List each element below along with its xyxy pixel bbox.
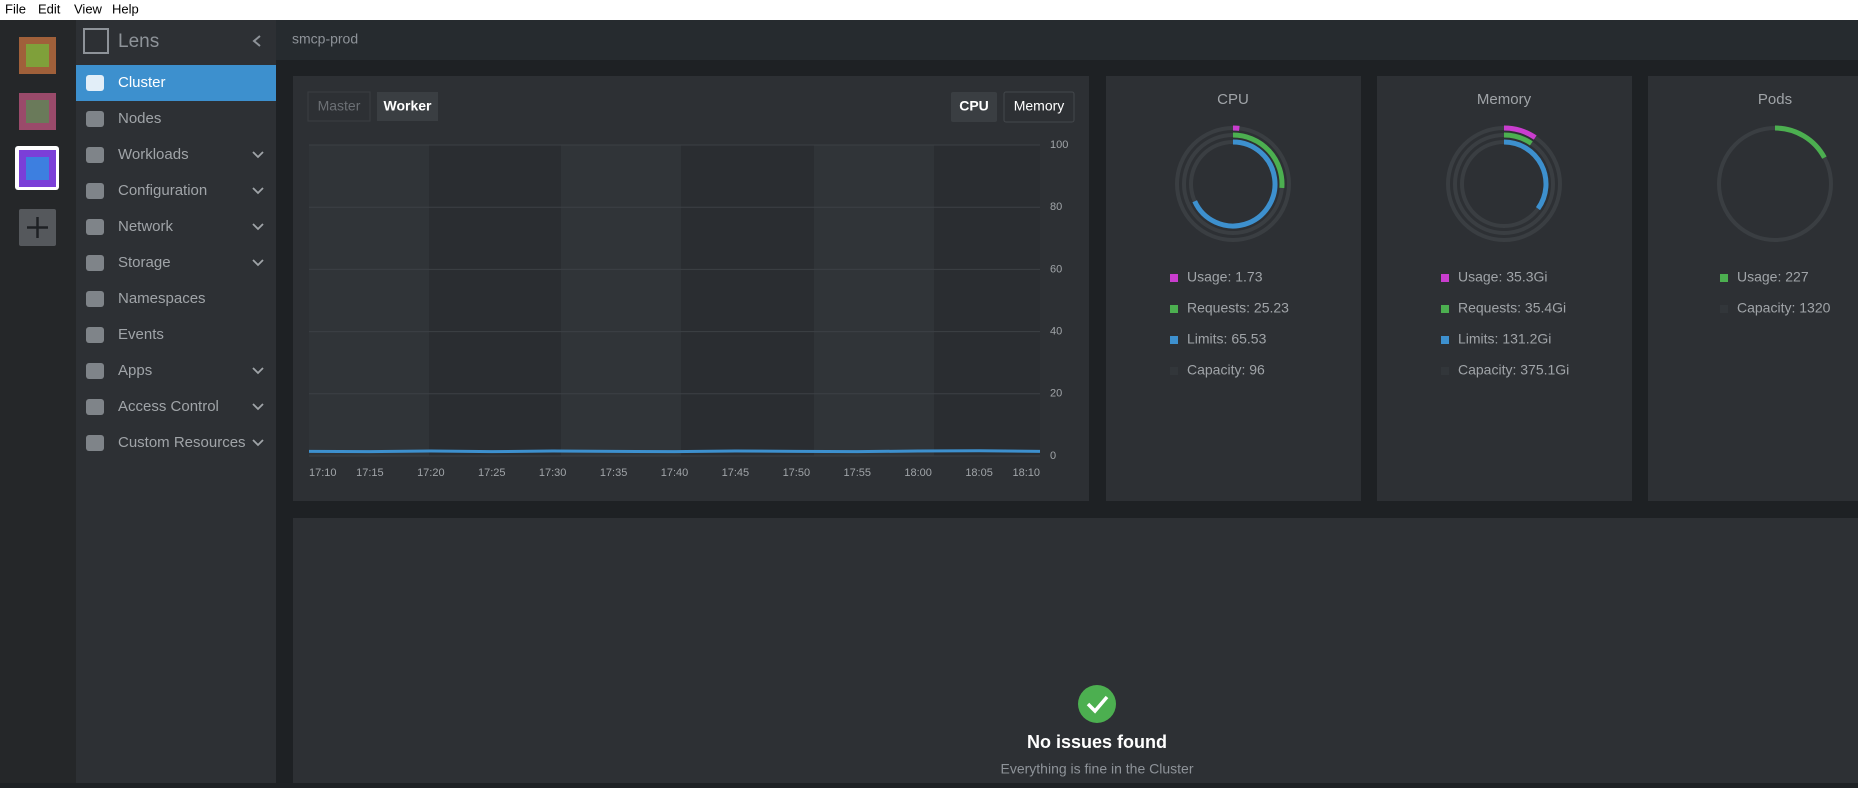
legend-swatch — [1170, 305, 1178, 313]
time-band — [814, 145, 934, 456]
time-band — [561, 145, 681, 456]
x-tick-label: 17:50 — [783, 467, 811, 479]
cluster-bar — [0, 20, 76, 783]
y-tick-label: 60 — [1050, 263, 1062, 275]
sidebar-item[interactable]: Network — [118, 218, 174, 235]
menu-item[interactable]: Help — [112, 1, 139, 16]
status-title: No issues found — [1027, 732, 1167, 752]
legend-swatch — [1441, 336, 1449, 344]
sidebar-item[interactable]: Custom Resources — [118, 434, 246, 451]
legend-swatch — [1170, 274, 1178, 282]
panel-title: Pods — [1758, 91, 1792, 108]
x-tick-label: 17:40 — [661, 467, 689, 479]
x-tick-label: 18:05 — [965, 467, 993, 479]
legend-label: Requests: 25.23 — [1187, 300, 1289, 316]
sidebar-item[interactable]: Workloads — [118, 146, 189, 163]
item-icon — [86, 75, 104, 91]
legend-label: Limits: 65.53 — [1187, 331, 1267, 347]
active-item-bg — [76, 65, 276, 101]
sidebar-item[interactable]: Cluster — [118, 74, 166, 91]
item-icon — [86, 291, 104, 307]
legend-label: Limits: 131.2Gi — [1458, 331, 1551, 347]
y-tick-label: 0 — [1050, 450, 1056, 462]
cluster-icon-inner — [26, 44, 49, 67]
item-icon — [86, 111, 104, 127]
x-tick-label: 17:15 — [356, 467, 384, 479]
header-bar — [276, 20, 1858, 60]
cluster-icon-inner — [26, 100, 49, 123]
legend-label: Capacity: 1320 — [1737, 300, 1831, 316]
item-icon — [86, 327, 104, 343]
menu-bar — [0, 0, 1858, 20]
metric-panel — [1648, 76, 1858, 501]
y-tick-label: 80 — [1050, 201, 1062, 213]
legend-swatch — [1720, 305, 1728, 313]
item-icon — [86, 147, 104, 163]
legend-swatch — [1720, 274, 1728, 282]
node-tab-label[interactable]: Worker — [384, 98, 433, 114]
legend-swatch — [1170, 336, 1178, 344]
x-tick-label: 17:45 — [722, 467, 750, 479]
sidebar-item[interactable]: Storage — [118, 254, 171, 271]
sidebar-item[interactable]: Nodes — [118, 110, 161, 127]
status-message: Everything is fine in the Cluster — [1001, 761, 1194, 777]
legend-label: Usage: 35.3Gi — [1458, 269, 1548, 285]
y-tick-label: 40 — [1050, 326, 1062, 338]
x-tick-label: 18:10 — [1012, 467, 1040, 479]
y-tick-label: 20 — [1050, 388, 1062, 400]
item-icon — [86, 219, 104, 235]
panel-title: Memory — [1477, 91, 1532, 108]
metric-tab-label[interactable]: Memory — [1014, 98, 1065, 114]
x-tick-label: 17:35 — [600, 467, 628, 479]
legend-swatch — [1170, 367, 1178, 375]
sidebar-title: Lens — [118, 31, 159, 52]
x-tick-label: 17:30 — [539, 467, 567, 479]
check-icon — [1078, 685, 1116, 723]
item-icon — [86, 399, 104, 415]
cluster-name: smcp-prod — [292, 31, 358, 47]
legend-label: Capacity: 375.1Gi — [1458, 362, 1569, 378]
legend-label: Usage: 227 — [1737, 269, 1809, 285]
x-tick-label: 17:55 — [843, 467, 871, 479]
sidebar-item[interactable]: Apps — [118, 362, 152, 379]
sidebar-item[interactable]: Access Control — [118, 398, 219, 415]
sidebar-item[interactable]: Namespaces — [118, 290, 206, 307]
legend-swatch — [1441, 305, 1449, 313]
item-icon — [86, 255, 104, 271]
menu-item[interactable]: View — [74, 1, 103, 16]
sidebar-item[interactable]: Configuration — [118, 182, 207, 199]
item-icon — [86, 363, 104, 379]
time-band — [309, 145, 429, 456]
cpu-line — [309, 451, 1040, 452]
node-tab-label[interactable]: Master — [318, 98, 361, 114]
item-icon — [86, 183, 104, 199]
x-tick-label: 17:10 — [309, 467, 337, 479]
legend-label: Requests: 35.4Gi — [1458, 300, 1566, 316]
item-icon — [86, 435, 104, 451]
legend-swatch — [1441, 274, 1449, 282]
x-tick-label: 17:25 — [478, 467, 506, 479]
metric-tab-label[interactable]: CPU — [959, 98, 989, 114]
legend-swatch — [1441, 367, 1449, 375]
cluster-icon-inner — [26, 157, 49, 180]
menu-item[interactable]: Edit — [38, 1, 61, 16]
x-tick-label: 17:20 — [417, 467, 445, 479]
sidebar-item[interactable]: Events — [118, 326, 164, 343]
menu-item[interactable]: File — [5, 1, 26, 16]
x-tick-label: 18:00 — [904, 467, 932, 479]
panel-title: CPU — [1217, 91, 1249, 108]
legend-label: Capacity: 96 — [1187, 362, 1265, 378]
y-tick-label: 100 — [1050, 139, 1068, 151]
legend-label: Usage: 1.73 — [1187, 269, 1263, 285]
